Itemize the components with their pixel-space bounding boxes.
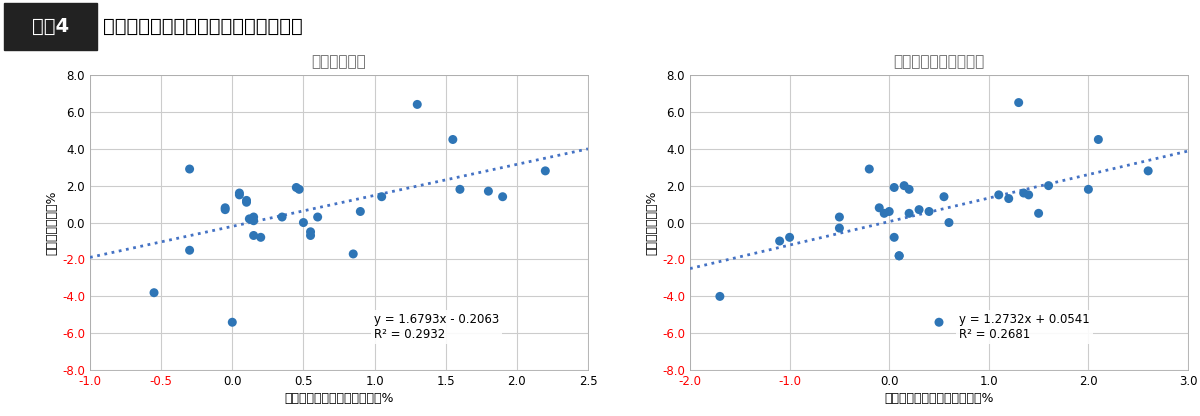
Point [1019,191,1038,198]
Point [1139,168,1158,174]
Point [229,191,250,198]
Point [244,214,263,220]
Point [989,191,1008,198]
Text: 図表4: 図表4 [32,17,68,35]
Point [910,206,929,213]
Point [229,190,250,196]
Point [889,253,908,259]
Point [308,214,328,220]
Point [216,206,235,213]
Point [1030,210,1049,217]
Point [940,219,959,226]
Point [289,186,308,193]
Point [1079,186,1098,193]
Point [1000,195,1019,202]
Point [884,234,904,240]
Point [479,188,498,195]
Point [372,193,391,200]
Point [240,215,259,222]
Title: 毎月勤労統計: 毎月勤労統計 [312,54,366,69]
Point [408,101,427,108]
Point [251,234,270,240]
Point [535,168,554,174]
Point [223,319,242,326]
Point [450,186,469,193]
Point [236,199,256,206]
Point [875,210,894,217]
Point [493,193,512,200]
Point [350,208,370,215]
Point [244,232,263,239]
Text: y = 1.2732x + 0.0541
R² = 0.2681: y = 1.2732x + 0.0541 R² = 0.2681 [959,313,1090,341]
Point [770,238,790,244]
Point [859,166,878,172]
Point [884,184,904,191]
Point [144,290,163,296]
Point [301,228,320,235]
X-axis label: 一般労働者所定内給与前年比%: 一般労働者所定内給与前年比% [884,392,994,405]
Point [894,182,913,189]
Point [272,214,292,220]
Point [900,186,919,193]
Point [919,208,938,215]
Point [301,232,320,239]
Point [287,184,306,191]
Point [889,253,908,259]
Point [1009,99,1028,106]
Text: y = 1.6793x - 0.2063
R² = 0.2932: y = 1.6793x - 0.2063 R² = 0.2932 [374,313,499,341]
Point [236,197,256,204]
Point [180,166,199,172]
X-axis label: 一般労働者所定内給与前年比%: 一般労働者所定内給与前年比% [284,392,394,405]
Point [1088,136,1108,143]
Y-axis label: 家計消費前年比%: 家計消費前年比% [644,190,658,255]
Point [930,319,949,326]
Point [244,218,263,224]
FancyBboxPatch shape [4,3,97,50]
Point [710,293,730,300]
Point [880,208,899,215]
Point [216,204,235,211]
Text: 各種所定内給与と名目家計消費の関係: 各種所定内給与と名目家計消費の関係 [103,17,302,35]
Point [830,214,850,220]
Point [830,225,850,231]
Point [294,219,313,226]
Point [343,250,362,257]
Point [1014,190,1033,196]
Point [443,136,462,143]
Point [900,210,919,217]
Point [780,234,799,240]
Point [1039,182,1058,189]
Point [935,193,954,200]
Y-axis label: 家計消費前年比%: 家計消費前年比% [44,190,58,255]
Title: 賃金構造基本統計調査: 賃金構造基本統計調査 [893,54,985,69]
Point [870,204,889,211]
Point [180,247,199,254]
